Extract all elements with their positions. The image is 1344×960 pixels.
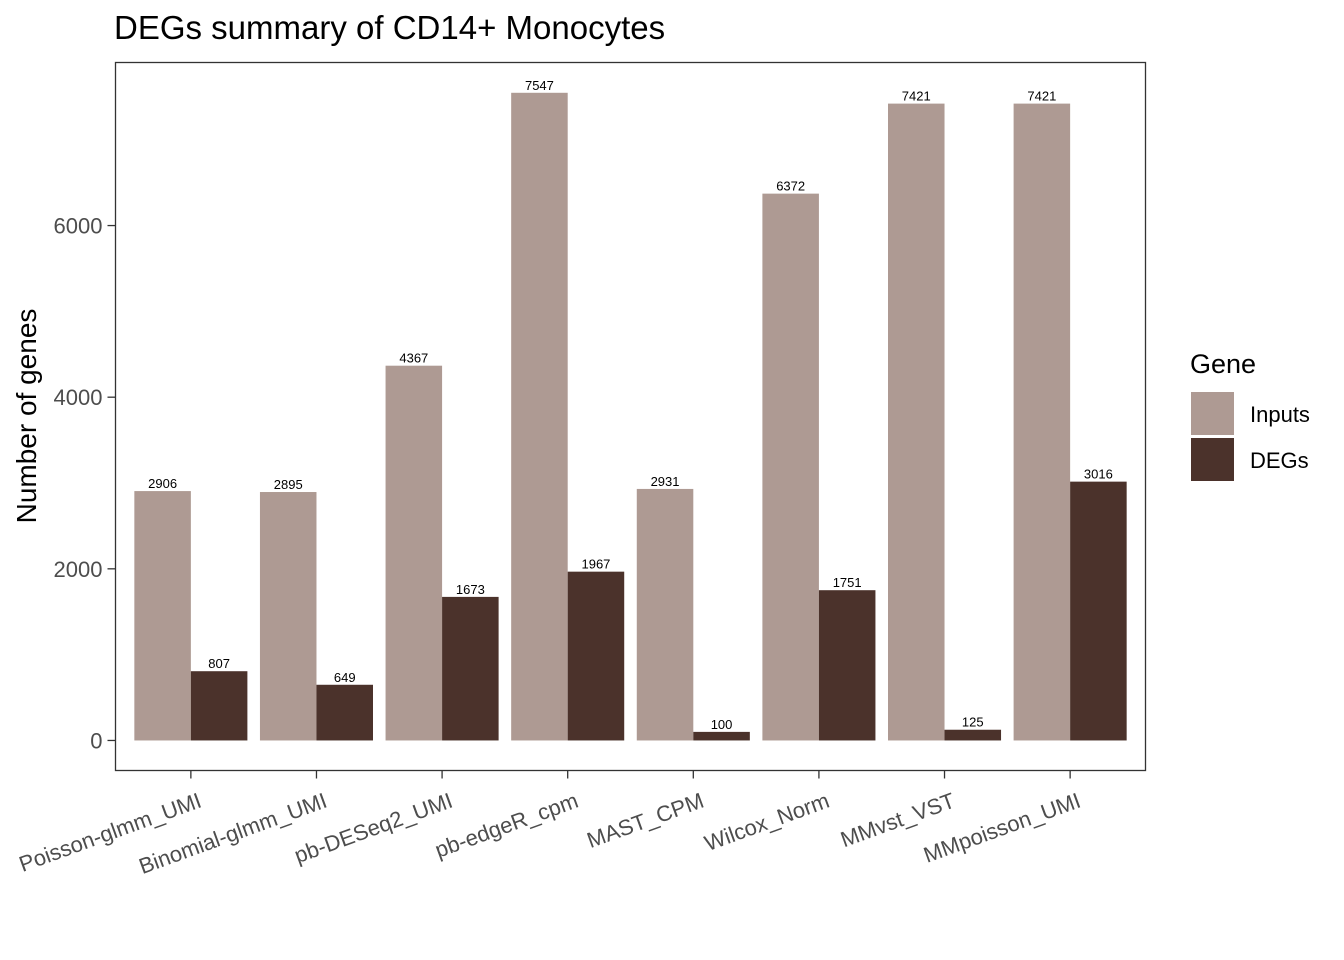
bar-degs-2 — [316, 684, 373, 741]
data-label-degs-3: 1673 — [456, 582, 485, 597]
data-label-degs-4: 1967 — [581, 557, 610, 572]
data-label-inputs-4: 7547 — [525, 78, 554, 93]
data-labels-group: 2906 2895 4367 7547 2931 6372 7421 7421 807 649 16… — [148, 78, 1113, 732]
data-label-degs-5: 100 — [711, 717, 733, 732]
chart-title: DEGs summary of CD14+ Monocytes — [114, 9, 665, 46]
bar-degs-7 — [944, 729, 1002, 741]
bar-inputs-4 — [511, 92, 568, 741]
bar-inputs-1 — [134, 491, 191, 741]
y-axis: 0 2000 4000 6000 — [54, 214, 116, 753]
legend-key-degs — [1191, 438, 1234, 481]
bars-group — [134, 92, 1127, 741]
data-label-inputs-6: 6372 — [776, 179, 805, 194]
bar-inputs-2 — [259, 492, 317, 741]
y-tick-label-4000: 4000 — [54, 385, 103, 410]
data-label-inputs-1: 2906 — [148, 476, 177, 491]
bar-degs-1 — [190, 671, 248, 741]
legend-key-inputs — [1191, 392, 1234, 435]
bar-inputs-3 — [385, 365, 443, 741]
bar-inputs-8 — [1013, 103, 1071, 741]
legend-title: Gene — [1190, 349, 1256, 379]
bar-inputs-6 — [762, 193, 819, 741]
data-label-degs-8: 3016 — [1084, 467, 1113, 482]
bar-degs-5 — [693, 731, 750, 741]
y-tick-label-0: 0 — [90, 728, 102, 753]
data-label-inputs-7: 7421 — [902, 89, 931, 104]
data-label-inputs-8: 7421 — [1027, 89, 1056, 104]
legend-label-degs: DEGs — [1250, 448, 1309, 473]
data-label-inputs-2: 2895 — [274, 477, 303, 492]
data-label-degs-2: 649 — [334, 670, 356, 685]
data-label-inputs-5: 2931 — [651, 474, 680, 489]
legend: Gene Inputs DEGs — [1190, 349, 1310, 481]
data-label-degs-1: 807 — [208, 656, 230, 671]
data-label-inputs-3: 4367 — [399, 351, 428, 366]
bar-degs-3 — [442, 596, 499, 741]
bar-inputs-7 — [888, 103, 945, 741]
bar-degs-6 — [818, 590, 876, 741]
legend-label-inputs: Inputs — [1250, 402, 1310, 427]
y-tick-label-6000: 6000 — [54, 214, 103, 239]
data-label-degs-6: 1751 — [833, 575, 862, 590]
bar-degs-8 — [1070, 481, 1127, 741]
x-tick-label-6: Wilcox_Norm — [701, 788, 832, 856]
plot-panel — [114, 61, 1147, 772]
x-tick-label-4: pb-edgeR_cpm — [431, 788, 581, 863]
y-tick-label-2000: 2000 — [54, 557, 103, 582]
bar-inputs-5 — [636, 488, 694, 741]
x-tick-label-5: MAST_CPM — [584, 788, 707, 853]
x-axis: Poisson-glmm_UMIBinomial-glmm_UMIpb-DESe… — [16, 770, 1084, 879]
bar-degs-4 — [567, 571, 625, 741]
y-axis-title: Number of genes — [11, 309, 42, 524]
data-label-degs-7: 125 — [962, 715, 984, 730]
legend-items: Inputs DEGs — [1191, 392, 1310, 481]
